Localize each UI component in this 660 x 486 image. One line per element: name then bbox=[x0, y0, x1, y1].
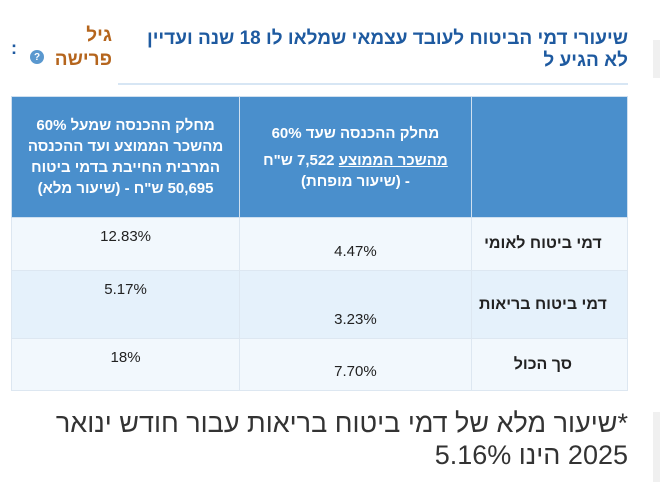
table-row: דמי ביטוח בריאות 3.23% 5.17% bbox=[10, 270, 629, 339]
row-label: דמי ביטוח בריאות bbox=[470, 270, 629, 339]
table-row: סך הכול 7.70% 18% bbox=[10, 338, 629, 391]
reduced-rate-cell: 3.23% bbox=[239, 270, 472, 339]
table-header-row: מחלק ההכנסה שעד 60% מהשכר הממוצע 7,522 ש… bbox=[10, 96, 629, 218]
scrollbar[interactable] bbox=[653, 40, 660, 78]
scrollbar[interactable] bbox=[653, 412, 660, 482]
header-reduced-line1: מחלק ההכנסה שעד 60% bbox=[271, 124, 440, 142]
more-options-icon[interactable]: : bbox=[11, 38, 17, 58]
title-divider bbox=[118, 83, 628, 85]
header-reduced-line3: - (שיעור מופחת) bbox=[301, 172, 410, 190]
average-wage-link[interactable]: מהשכר הממוצע bbox=[338, 151, 448, 169]
row-label: דמי ביטוח לאומי bbox=[470, 217, 629, 271]
reduced-rate-cell: 4.47% bbox=[239, 217, 472, 271]
retirement-age-link[interactable]: גיל פרישה bbox=[54, 25, 112, 70]
header-full-rate: מחלק ההכנסה שמעל 60% מהשכר הממוצע ועד הה… bbox=[10, 96, 241, 218]
row-label: סך הכול bbox=[470, 338, 629, 391]
header-reduced-rate: מחלק ההכנסה שעד 60% מהשכר הממוצע 7,522 ש… bbox=[239, 96, 472, 218]
full-rate-cell: 18% bbox=[10, 338, 241, 391]
help-icon[interactable]: ? bbox=[30, 50, 44, 64]
full-rate-cell: 12.83% bbox=[10, 217, 241, 271]
average-wage-amount: 7,522 ש"ח bbox=[263, 151, 339, 169]
footnote: *שיעור מלא של דמי ביטוח בריאות עבור חודש… bbox=[55, 408, 628, 470]
header-reduced-line2: מהשכר הממוצע 7,522 ש"ח bbox=[248, 150, 463, 171]
header-label-cell bbox=[470, 96, 629, 218]
table-row: דמי ביטוח לאומי 4.47% 12.83% bbox=[10, 217, 629, 271]
full-rate-cell: 5.17% bbox=[10, 270, 241, 339]
page-title: שיעורי דמי הביטוח לעובד עצמאי שמלאו לו 1… bbox=[146, 28, 628, 71]
page-header: : ? גיל פרישה שיעורי דמי הביטוח לעובד עצ… bbox=[0, 0, 660, 95]
reduced-rate-cell: 7.70% bbox=[239, 338, 472, 391]
retirement-age-link-wrap[interactable]: ? גיל פרישה bbox=[28, 24, 112, 72]
insurance-rates-table: מחלק ההכנסה שעד 60% מהשכר הממוצע 7,522 ש… bbox=[10, 96, 629, 391]
